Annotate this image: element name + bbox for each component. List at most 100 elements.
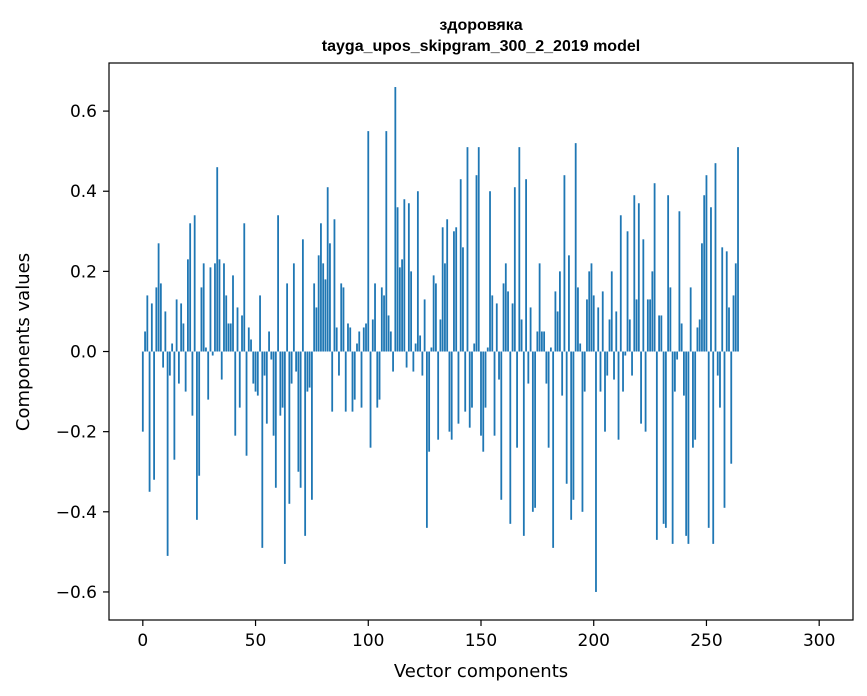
bar-component-252 bbox=[710, 207, 712, 352]
bar-component-85 bbox=[333, 219, 336, 352]
bar-component-40 bbox=[232, 275, 234, 352]
bar-component-153 bbox=[486, 347, 489, 352]
bar-component-183 bbox=[554, 291, 557, 352]
bar-component-259 bbox=[725, 251, 728, 352]
x-tick-label: 200 bbox=[578, 631, 610, 651]
bar-component-44 bbox=[241, 315, 243, 352]
bar-component-1 bbox=[144, 331, 146, 352]
bar-component-232 bbox=[664, 351, 667, 528]
x-tick-label: 300 bbox=[803, 631, 835, 651]
bar-component-155 bbox=[491, 295, 494, 352]
bar-component-51 bbox=[256, 351, 259, 396]
bar-component-217 bbox=[631, 351, 633, 376]
bars-group bbox=[141, 87, 739, 592]
bar-component-21 bbox=[189, 223, 192, 352]
bar-component-214 bbox=[624, 351, 627, 356]
bar-component-109 bbox=[387, 315, 390, 352]
bar-component-230 bbox=[660, 315, 663, 352]
y-tick-label: 0.2 bbox=[70, 262, 97, 282]
x-tick-label: 50 bbox=[245, 631, 267, 651]
bar-component-129 bbox=[432, 275, 435, 352]
bar-component-170 bbox=[525, 179, 527, 352]
bar-component-162 bbox=[507, 291, 509, 352]
y-tick-label: −0.4 bbox=[56, 503, 97, 523]
bar-component-41 bbox=[234, 351, 237, 436]
bar-component-16 bbox=[177, 351, 180, 384]
y-tick-label: −0.6 bbox=[56, 583, 97, 603]
bar-component-11 bbox=[166, 351, 169, 556]
bar-component-86 bbox=[335, 327, 338, 352]
bar-component-119 bbox=[410, 271, 413, 352]
bar-component-236 bbox=[673, 351, 676, 392]
bar-component-15 bbox=[175, 299, 178, 352]
bar-component-140 bbox=[457, 351, 460, 424]
y-axis-label: Components values bbox=[13, 253, 34, 431]
bar-component-121 bbox=[414, 343, 417, 352]
bar-component-54 bbox=[263, 351, 266, 376]
bar-component-233 bbox=[667, 195, 670, 352]
bar-component-253 bbox=[712, 351, 715, 544]
x-axis-ticks: 0 50 100 150 200 250 300 bbox=[137, 620, 835, 651]
bar-component-185 bbox=[559, 271, 561, 352]
bar-component-108 bbox=[385, 131, 388, 352]
bar-component-83 bbox=[329, 243, 331, 352]
bar-component-202 bbox=[597, 307, 600, 352]
bar-component-78 bbox=[317, 255, 320, 352]
y-tick-label: 0.0 bbox=[70, 343, 97, 363]
bar-component-93 bbox=[351, 351, 354, 412]
bar-component-241 bbox=[685, 351, 688, 536]
bar-component-161 bbox=[504, 263, 507, 352]
bar-component-173 bbox=[531, 351, 534, 512]
bar-component-120 bbox=[412, 351, 415, 372]
x-axis-label: Vector components bbox=[394, 661, 568, 682]
bar-component-177 bbox=[540, 331, 543, 352]
bar-component-32 bbox=[214, 263, 216, 352]
bar-component-74 bbox=[308, 351, 311, 388]
bar-component-186 bbox=[561, 351, 564, 396]
bar-component-164 bbox=[511, 303, 514, 352]
bar-component-53 bbox=[261, 351, 264, 548]
bar-component-264 bbox=[737, 147, 739, 352]
bar-component-166 bbox=[516, 351, 518, 448]
bar-component-9 bbox=[162, 351, 165, 368]
bar-component-89 bbox=[342, 287, 345, 352]
bar-component-61 bbox=[279, 351, 282, 416]
bar-component-43 bbox=[238, 351, 241, 408]
bar-component-244 bbox=[692, 351, 694, 448]
bar-component-245 bbox=[694, 351, 697, 440]
bar-component-3 bbox=[148, 351, 151, 492]
bar-component-179 bbox=[545, 351, 548, 384]
bar-component-187 bbox=[563, 175, 566, 352]
bar-component-246 bbox=[696, 327, 699, 352]
bar-component-96 bbox=[358, 331, 361, 352]
bar-component-100 bbox=[367, 131, 370, 352]
bar-component-154 bbox=[489, 191, 491, 352]
bar-component-243 bbox=[689, 287, 692, 352]
bar-component-228 bbox=[655, 351, 658, 540]
bar-component-115 bbox=[401, 259, 403, 352]
bar-component-213 bbox=[622, 351, 624, 392]
x-tick-label: 100 bbox=[352, 631, 384, 651]
bar-component-196 bbox=[583, 351, 586, 392]
bar-component-222 bbox=[642, 239, 645, 352]
bar-component-215 bbox=[626, 231, 629, 352]
bar-component-194 bbox=[579, 343, 582, 352]
bar-component-131 bbox=[437, 351, 440, 440]
bar-component-125 bbox=[423, 299, 426, 352]
bar-component-200 bbox=[592, 295, 595, 352]
bar-component-181 bbox=[549, 347, 552, 352]
bar-component-36 bbox=[223, 263, 225, 352]
bar-component-150 bbox=[480, 351, 482, 436]
bar-component-220 bbox=[637, 203, 640, 352]
bar-component-240 bbox=[683, 351, 685, 396]
bar-component-178 bbox=[543, 331, 546, 352]
bar-component-192 bbox=[574, 143, 577, 352]
bar-component-23 bbox=[193, 215, 196, 352]
bar-component-71 bbox=[301, 239, 304, 352]
bar-component-209 bbox=[613, 351, 615, 380]
bar-component-114 bbox=[398, 267, 401, 352]
bar-component-255 bbox=[716, 351, 719, 376]
bar-component-102 bbox=[371, 319, 374, 352]
bar-component-141 bbox=[459, 179, 462, 352]
bar-component-257 bbox=[721, 247, 724, 352]
